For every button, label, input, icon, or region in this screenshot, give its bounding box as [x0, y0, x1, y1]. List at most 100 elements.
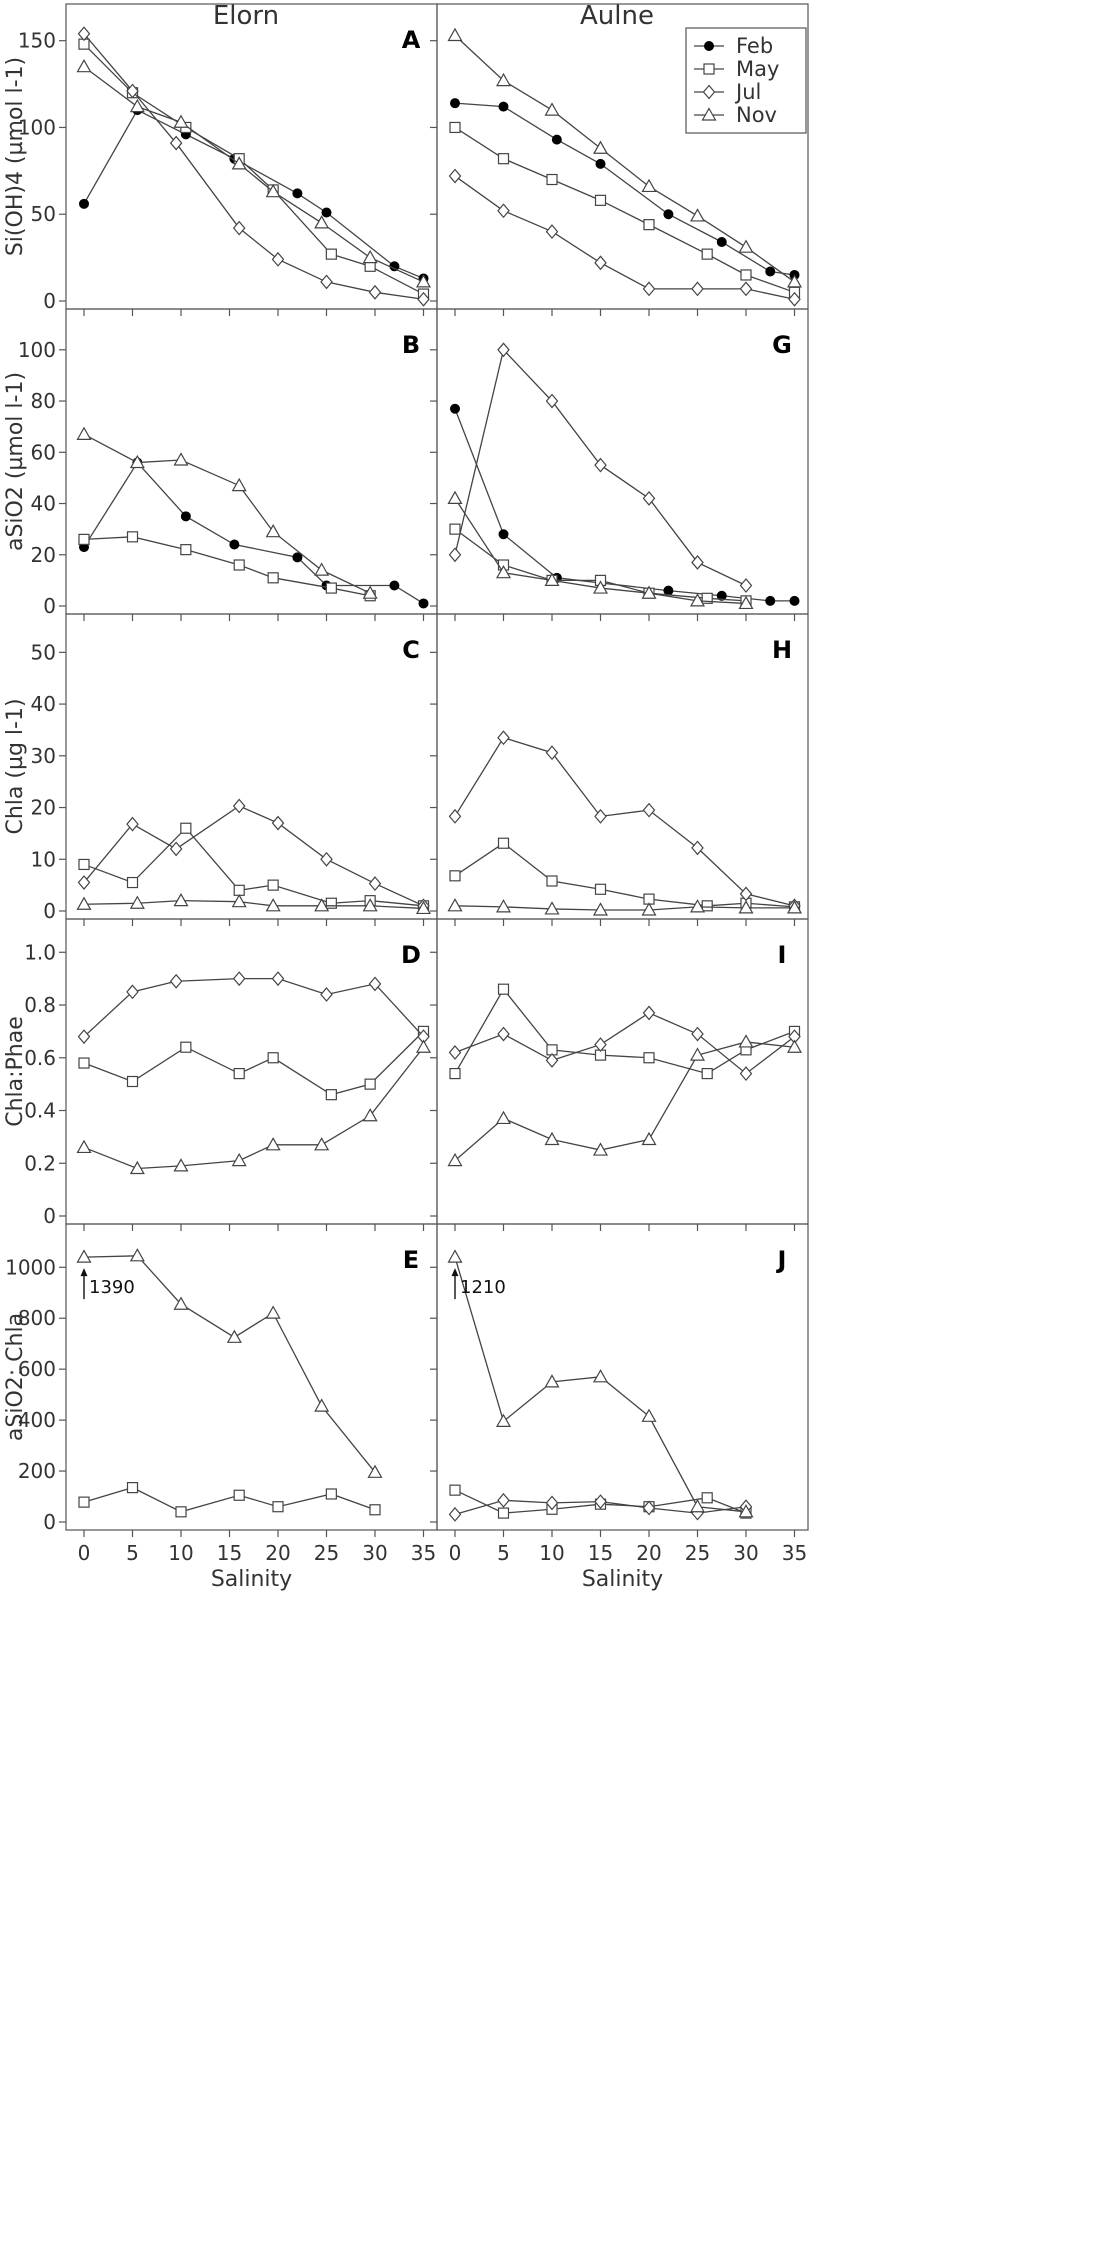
offscale-arrowhead — [451, 1268, 459, 1277]
data-point-jul — [77, 26, 91, 42]
data-point-may — [267, 1052, 279, 1064]
y-tick-label: 600 — [18, 1357, 56, 1381]
data-point-nov — [447, 1152, 463, 1167]
data-point-nov — [129, 1248, 145, 1262]
panel-frame — [436, 918, 809, 1225]
panel-H: H — [430, 613, 809, 926]
data-point-may — [449, 1484, 461, 1496]
data-point-may — [449, 1067, 461, 1080]
legend-label: Nov — [736, 103, 777, 127]
data-point-nov — [129, 895, 145, 909]
legend-label: May — [736, 57, 779, 81]
y-tick-label: 80 — [31, 389, 56, 413]
data-point-may — [325, 1089, 337, 1101]
data-point-nov — [641, 1408, 657, 1422]
data-point-feb — [663, 209, 674, 220]
data-point-nov — [314, 215, 330, 229]
data-point-nov — [447, 27, 463, 42]
data-point-jul — [448, 1045, 462, 1060]
data-point-jul — [497, 203, 510, 219]
data-point-jul — [77, 1029, 91, 1045]
data-point-jul — [169, 973, 183, 989]
x-tick-label: 35 — [782, 1541, 807, 1565]
data-point-nov — [689, 899, 706, 913]
data-point-nov — [314, 562, 330, 576]
series-line-feb — [83, 109, 424, 280]
data-point-feb — [229, 539, 240, 550]
y-tick-label: 50 — [31, 640, 56, 664]
data-point-nov — [592, 1369, 609, 1383]
data-point-feb — [498, 529, 509, 540]
data-point-nov — [738, 1034, 754, 1048]
data-point-may — [643, 219, 655, 231]
y-axis-label: aSiO2: Chla — [3, 1313, 28, 1441]
series-line-jul — [454, 736, 795, 907]
data-point-nov — [592, 902, 609, 916]
data-point-nov — [495, 899, 512, 913]
data-point-jul — [497, 730, 510, 746]
panel-G: G — [430, 308, 809, 621]
legend-item-jul: Jul — [694, 80, 761, 104]
panel-frame — [436, 613, 809, 920]
panel-letter: H — [772, 636, 792, 664]
x-axis-label: Salinity — [582, 1567, 663, 1592]
data-point-feb — [292, 552, 303, 563]
data-point-feb — [389, 580, 400, 591]
data-point-may — [594, 883, 607, 895]
data-point-feb — [450, 98, 460, 109]
data-point-jul — [497, 1026, 510, 1042]
legend-marker-nov — [701, 107, 717, 121]
series-line-feb — [454, 102, 795, 276]
data-point-feb — [551, 134, 562, 145]
data-point-nov — [495, 1413, 512, 1427]
data-point-nov — [689, 208, 706, 222]
x-tick-label: 30 — [733, 1541, 758, 1565]
x-tick-label: 25 — [314, 1541, 339, 1565]
data-point-nov — [447, 1249, 463, 1263]
y-tick-label: 150 — [18, 29, 56, 53]
x-tick-label: 15 — [217, 1541, 242, 1565]
y-tick-label: 1000 — [5, 1255, 56, 1279]
data-point-jul — [497, 342, 510, 358]
series-line-nov — [83, 66, 424, 283]
x-tick-label: 0 — [78, 1541, 91, 1565]
data-point-may — [701, 1067, 713, 1080]
data-point-nov — [447, 490, 463, 504]
data-point-jul — [691, 281, 704, 297]
y-tick-label: 40 — [31, 492, 56, 516]
data-point-nov — [738, 595, 754, 610]
data-point-nov — [738, 1504, 754, 1518]
data-point-nov — [231, 893, 247, 908]
data-point-jul — [594, 808, 607, 824]
series-line-nov — [454, 34, 795, 283]
data-point-jul — [126, 816, 139, 832]
series-line-feb — [83, 461, 424, 604]
data-point-feb — [292, 188, 303, 199]
data-point-nov — [231, 1152, 247, 1167]
legend-item-nov: Nov — [694, 103, 777, 127]
column-title-aulne: Aulne — [580, 1, 654, 31]
data-point-may — [449, 121, 461, 134]
data-point-jul — [169, 135, 183, 151]
x-tick-label: 20 — [265, 1541, 290, 1565]
data-point-jul — [497, 1492, 510, 1508]
data-point-may — [449, 523, 461, 535]
data-point-jul — [739, 578, 753, 593]
series-line-nov — [83, 433, 371, 594]
panel-C: C 0 10 20 30 40 50 Chla (µg l-1) — [3, 613, 438, 926]
data-point-nov — [641, 1131, 657, 1146]
data-point-nov — [173, 452, 189, 466]
data-point-nov — [495, 564, 512, 579]
data-point-jul — [642, 281, 656, 297]
data-point-jul — [545, 224, 559, 240]
y-tick-label: 0.8 — [24, 993, 56, 1017]
series-line-jul — [83, 33, 424, 300]
data-point-nov — [76, 1139, 92, 1154]
data-point-nov — [641, 585, 657, 599]
data-point-nov — [738, 900, 754, 914]
data-point-jul — [368, 976, 382, 992]
data-point-may — [78, 533, 90, 545]
data-point-may — [364, 1078, 376, 1090]
y-tick-label: 50 — [31, 202, 56, 226]
